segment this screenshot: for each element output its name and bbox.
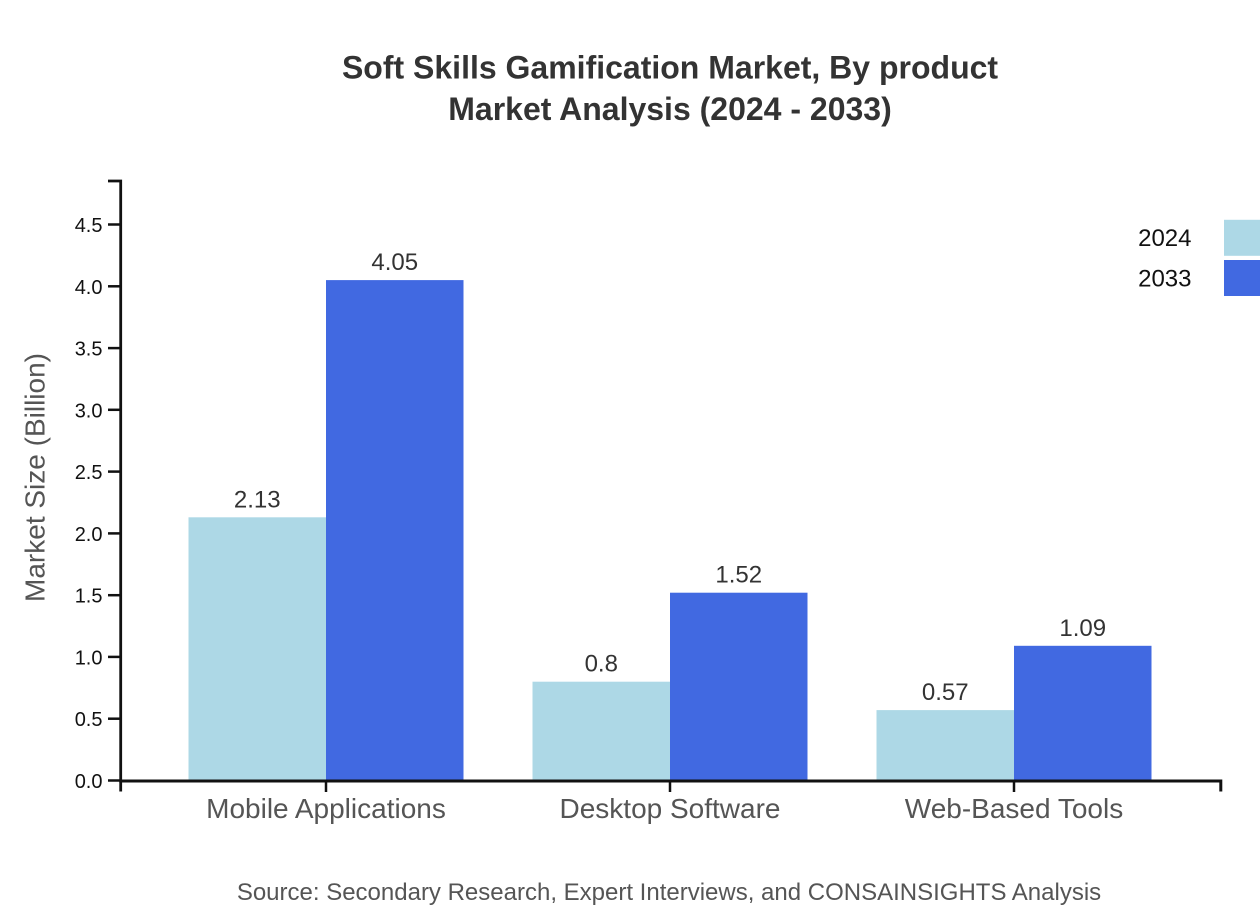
svg-text:4.0: 4.0 (75, 277, 103, 299)
svg-text:2033: 2033 (1138, 265, 1191, 292)
svg-text:Desktop Software: Desktop Software (560, 793, 781, 824)
svg-text:1.5: 1.5 (75, 586, 103, 608)
svg-text:0.5: 0.5 (75, 709, 103, 731)
svg-text:Market Analysis (2024 - 2033): Market Analysis (2024 - 2033) (448, 91, 892, 127)
svg-text:2.0: 2.0 (75, 524, 103, 546)
svg-text:0.57: 0.57 (922, 679, 969, 706)
svg-text:0.8: 0.8 (585, 651, 618, 678)
svg-text:1.0: 1.0 (75, 647, 103, 669)
svg-text:Soft Skills Gamification Marke: Soft Skills Gamification Market, By prod… (342, 50, 998, 86)
svg-text:3.5: 3.5 (75, 339, 103, 361)
svg-text:Mobile Applications: Mobile Applications (206, 793, 446, 824)
svg-text:Market Size (Billion): Market Size (Billion) (20, 353, 51, 602)
svg-text:4.05: 4.05 (371, 249, 418, 276)
svg-text:1.09: 1.09 (1059, 615, 1106, 642)
svg-text:3.0: 3.0 (75, 400, 103, 422)
svg-text:0.0: 0.0 (75, 771, 103, 793)
svg-text:4.5: 4.5 (75, 215, 103, 237)
svg-text:2.13: 2.13 (234, 486, 281, 513)
svg-text:Source: Secondary Research, Ex: Source: Secondary Research, Expert Inter… (237, 879, 1101, 906)
svg-text:2024: 2024 (1138, 225, 1191, 252)
svg-text:2.5: 2.5 (75, 462, 103, 484)
svg-text:1.52: 1.52 (715, 562, 762, 589)
svg-text:Web-Based Tools: Web-Based Tools (905, 793, 1123, 824)
